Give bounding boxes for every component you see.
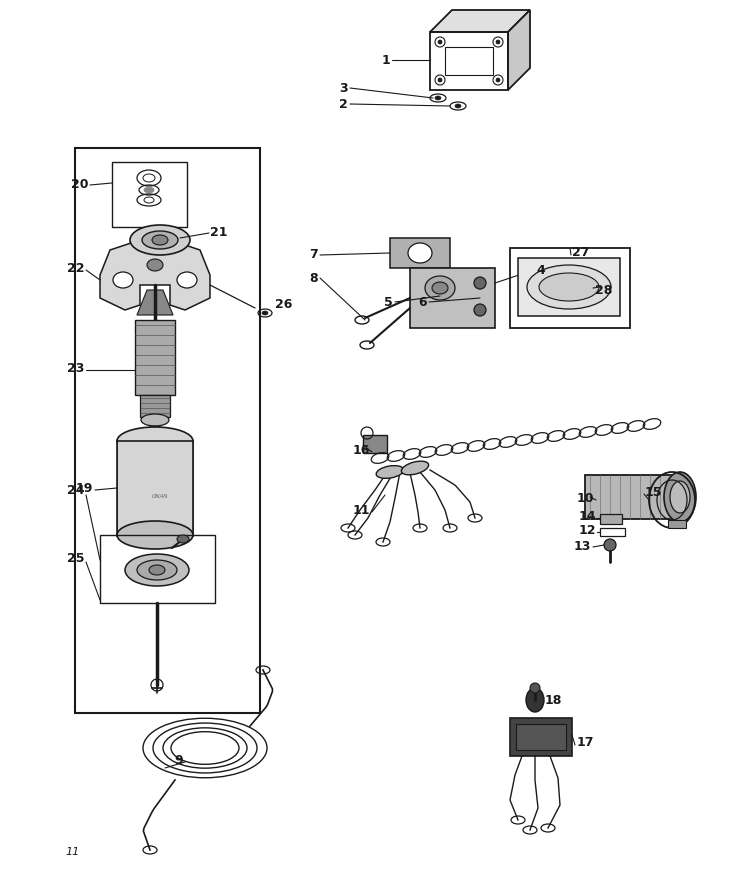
Ellipse shape: [149, 565, 165, 575]
Ellipse shape: [670, 481, 690, 513]
Polygon shape: [390, 238, 450, 268]
Text: 27: 27: [572, 247, 590, 259]
Text: 7: 7: [309, 249, 318, 262]
Ellipse shape: [147, 259, 163, 271]
Text: 15: 15: [645, 485, 662, 499]
Polygon shape: [430, 10, 530, 32]
Ellipse shape: [539, 273, 599, 301]
Bar: [668, 520, 686, 528]
Text: 25: 25: [67, 552, 84, 564]
Ellipse shape: [376, 466, 404, 478]
Text: 11: 11: [352, 503, 370, 517]
Ellipse shape: [425, 276, 455, 300]
Ellipse shape: [530, 683, 540, 693]
Text: 10: 10: [577, 492, 594, 504]
Ellipse shape: [147, 426, 163, 434]
Text: 13: 13: [574, 541, 591, 553]
Text: 9: 9: [174, 754, 183, 766]
Bar: [600, 528, 625, 536]
Text: 4: 4: [536, 264, 544, 276]
Ellipse shape: [177, 535, 189, 543]
Bar: [445, 47, 493, 75]
Bar: [600, 514, 622, 524]
Ellipse shape: [664, 472, 696, 522]
Bar: [100, 535, 215, 603]
Ellipse shape: [527, 265, 611, 309]
Bar: [430, 32, 508, 90]
Ellipse shape: [262, 311, 268, 315]
Text: 14: 14: [578, 510, 596, 522]
Text: 12: 12: [578, 524, 596, 536]
Text: 24: 24: [67, 484, 84, 496]
Ellipse shape: [496, 40, 500, 44]
Bar: [410, 268, 495, 328]
Ellipse shape: [401, 461, 428, 475]
Text: 21: 21: [210, 226, 227, 240]
Ellipse shape: [117, 427, 193, 455]
Ellipse shape: [152, 235, 168, 245]
Ellipse shape: [604, 539, 616, 551]
Polygon shape: [137, 290, 173, 315]
Bar: [75, 148, 260, 713]
Text: 20: 20: [70, 179, 88, 191]
Text: 28: 28: [595, 283, 612, 297]
Text: 22: 22: [67, 262, 84, 274]
Ellipse shape: [438, 40, 442, 44]
Ellipse shape: [130, 225, 190, 255]
Text: 5: 5: [384, 296, 393, 308]
Text: 19: 19: [76, 482, 93, 494]
Ellipse shape: [435, 96, 441, 100]
Ellipse shape: [137, 560, 177, 580]
Bar: [518, 258, 620, 316]
Bar: [363, 435, 387, 453]
Text: 2: 2: [339, 97, 348, 111]
Text: 18: 18: [545, 694, 562, 706]
Ellipse shape: [408, 243, 432, 263]
Ellipse shape: [113, 272, 133, 288]
Bar: [140, 395, 170, 417]
Text: 3: 3: [339, 81, 348, 95]
Text: 16: 16: [352, 443, 370, 457]
Ellipse shape: [125, 554, 189, 586]
Ellipse shape: [432, 282, 448, 294]
Text: 6: 6: [419, 296, 427, 308]
Bar: [117, 441, 193, 536]
Ellipse shape: [117, 521, 193, 549]
Ellipse shape: [496, 78, 500, 82]
Ellipse shape: [526, 688, 544, 712]
Text: 8: 8: [309, 272, 318, 284]
Ellipse shape: [474, 277, 486, 289]
Bar: [585, 475, 680, 519]
Text: 17: 17: [577, 736, 595, 748]
Ellipse shape: [144, 187, 154, 193]
Ellipse shape: [177, 272, 197, 288]
Bar: [510, 718, 572, 756]
Bar: [135, 320, 175, 395]
Text: 23: 23: [67, 361, 84, 375]
Polygon shape: [100, 240, 210, 310]
Ellipse shape: [141, 414, 169, 426]
Polygon shape: [508, 10, 530, 90]
Bar: [112, 162, 187, 227]
Bar: [516, 724, 566, 750]
Text: 1: 1: [381, 54, 390, 66]
Text: ONAN: ONAN: [152, 494, 168, 499]
Ellipse shape: [474, 304, 486, 316]
Ellipse shape: [455, 104, 461, 108]
Ellipse shape: [438, 78, 442, 82]
Bar: [510, 248, 630, 328]
Text: 26: 26: [275, 299, 292, 311]
Ellipse shape: [142, 231, 178, 249]
Text: 11: 11: [65, 847, 80, 857]
